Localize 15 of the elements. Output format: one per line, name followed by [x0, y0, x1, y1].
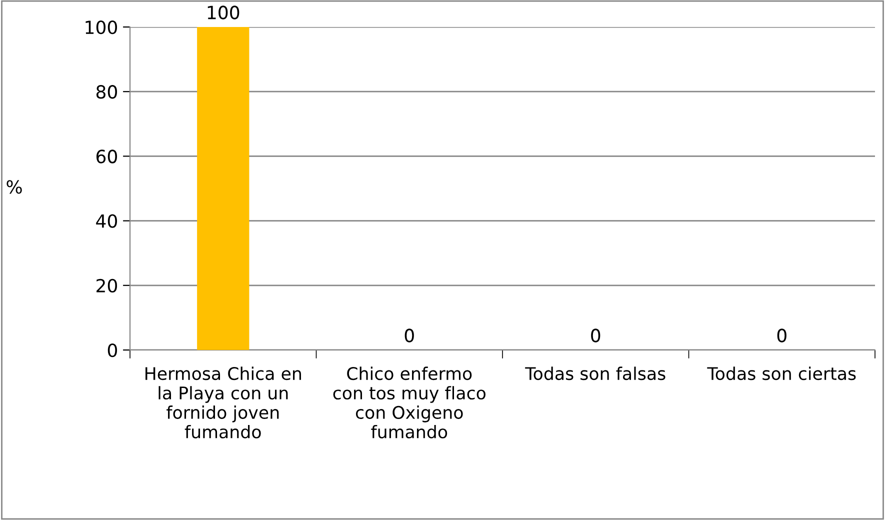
- y-tick-label: 80: [96, 85, 117, 99]
- y-tick-label: 100: [86, 20, 117, 34]
- y-tick-label: 20: [96, 278, 117, 293]
- x-tick-label: Hermosa Chica en la Playa con un fornido joven fumando: [146, 366, 301, 438]
- y-tick-label: 60: [96, 150, 117, 164]
- data-label: 0: [591, 328, 600, 342]
- x-tick-label: Chico enfermo con tos muy flaco con Oxigeno fumando: [333, 366, 486, 438]
- y-axis-title: %: [6, 180, 22, 194]
- data-label: 0: [404, 328, 414, 342]
- y-tick-label: 0: [108, 343, 117, 358]
- x-tick-label: Todas son ciertas: [707, 366, 856, 380]
- data-label: 0: [777, 328, 786, 342]
- y-tick-label: 40: [96, 214, 117, 228]
- x-tick-label: Todas son falsas: [525, 366, 666, 380]
- data-label: 100: [208, 6, 240, 20]
